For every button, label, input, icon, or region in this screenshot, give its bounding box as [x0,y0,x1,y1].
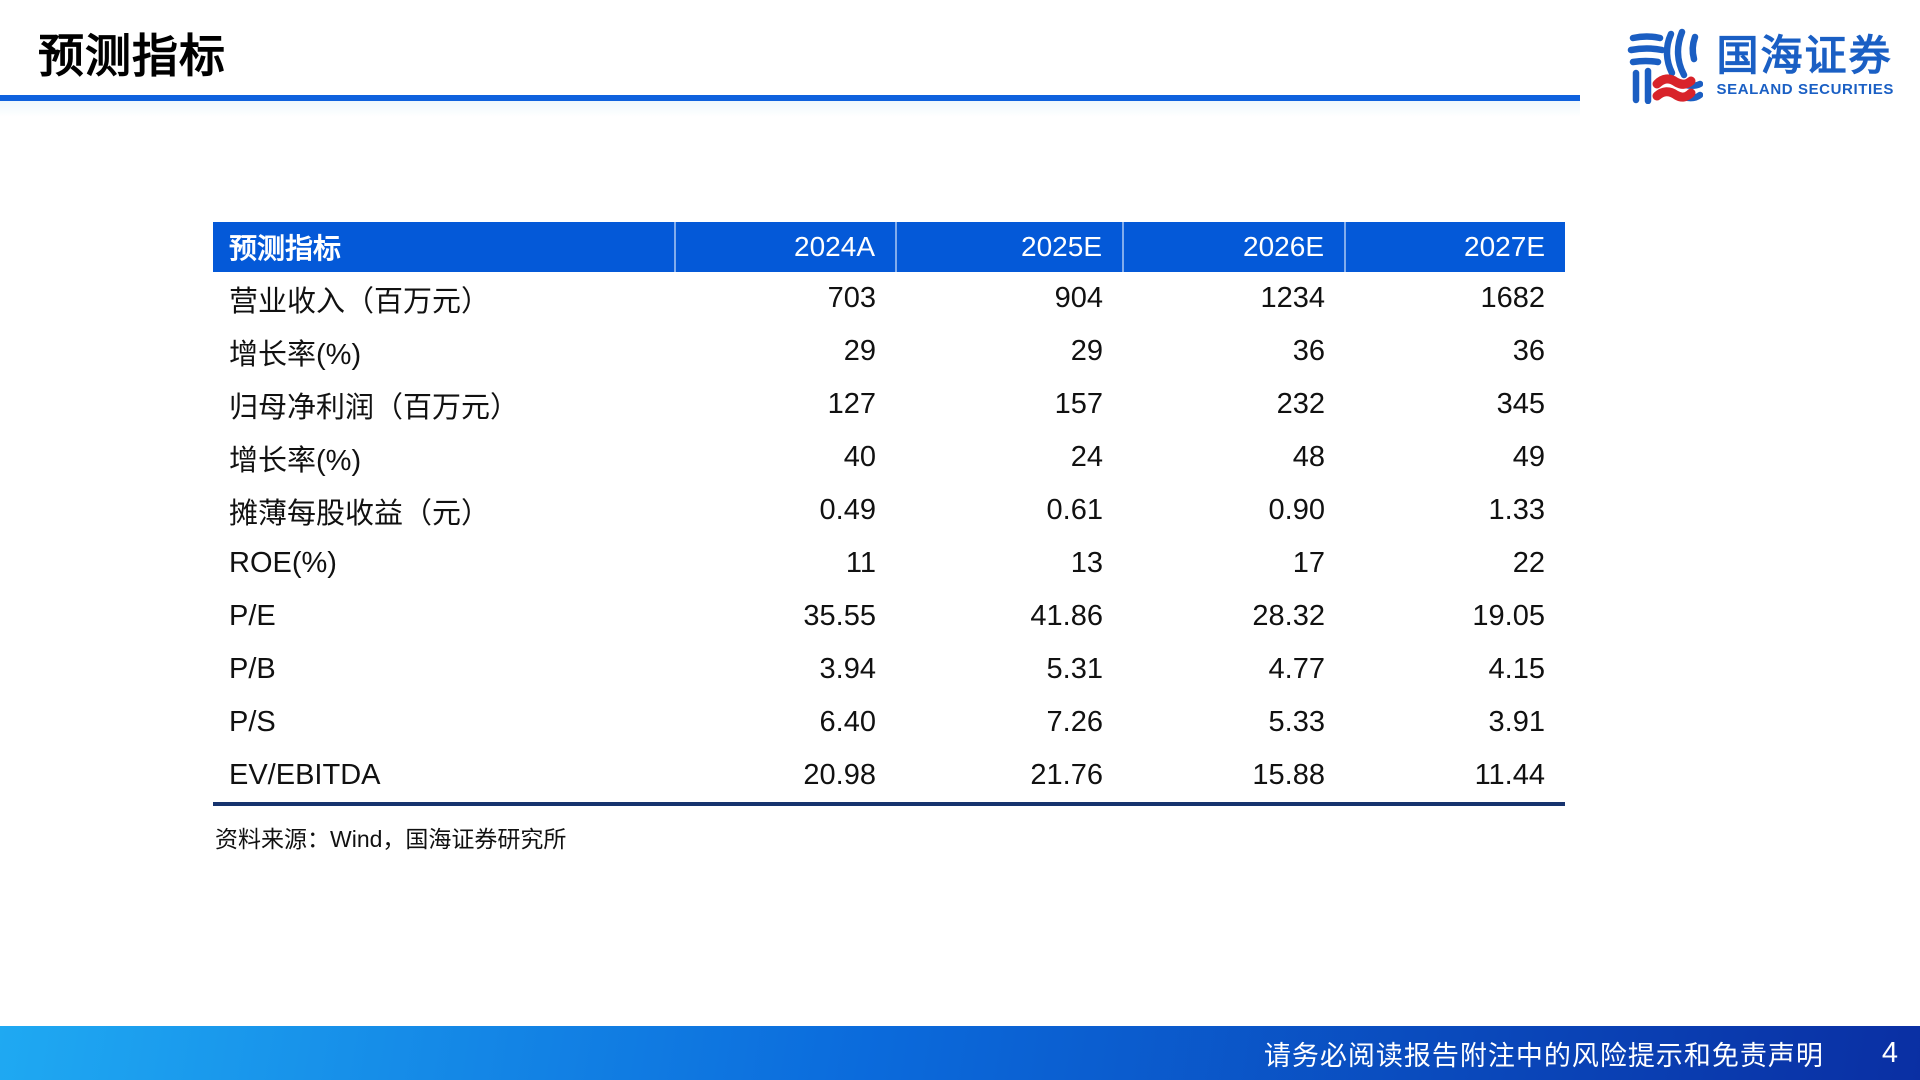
row-label-cell: P/B [229,653,276,685]
value-cell: 24 [1070,441,1103,473]
value-cell: 11.44 [1474,759,1545,791]
value-cell: 29 [1070,335,1103,367]
column-header: 2026E [1122,222,1345,272]
row-label-cell: 增长率(%) [229,444,362,477]
value-cell: 904 [1054,282,1103,314]
value-cell: 21.76 [1030,759,1103,791]
value-cell: 13 [1070,547,1103,579]
value-cell: 127 [827,388,876,420]
value-cell: 345 [1496,388,1545,420]
logo-name-en: SEALAND SECURITIES [1716,80,1894,98]
value-cell: 28.32 [1252,600,1325,632]
footer-disclaimer: 请务必阅读报告附注中的风险提示和免责声明 [1263,1040,1824,1071]
page-number: 4 [1881,1036,1898,1069]
row-label-cell: 归母净利润（百万元） [229,391,520,424]
value-cell: 6.40 [819,706,876,738]
row-label-cell: 营业收入（百万元） [229,285,491,318]
value-cell: 3.94 [819,653,876,685]
table-row: 摊薄每股收益（元） 0.49 0.61 0.90 1.33 [213,484,1565,537]
value-cell: 17 [1292,547,1325,579]
sealand-logo: 国海证券 SEALAND SECURITIES [1627,28,1895,104]
forecast-table-wrap: 预测指标 2024A 2025E 2026E 2027E 营业收入（百万元） 703 904… [213,222,1565,806]
column-header: 2024A [674,222,896,272]
logo-name-cn: 国海证券 [1716,32,1893,80]
value-cell: 232 [1276,388,1325,420]
value-cell: 36 [1292,335,1325,367]
value-cell: 5.31 [1046,653,1103,685]
value-cell: 22 [1512,547,1545,579]
value-cell: 703 [827,282,876,314]
value-cell: 4.77 [1268,653,1325,685]
value-cell: 48 [1292,441,1325,473]
value-cell: 49 [1512,441,1545,473]
row-label-cell: 摊薄每股收益（元） [229,497,491,530]
table-row: 增长率(%) 40 24 48 49 [213,431,1565,484]
value-cell: 3.91 [1488,706,1545,738]
table-row: 归母净利润（百万元） 127 157 232 345 [213,378,1565,431]
value-cell: 1234 [1260,282,1325,314]
value-cell: 0.61 [1046,494,1103,526]
column-header: 预测指标 [213,222,675,272]
value-cell: 36 [1512,335,1545,367]
value-cell: 7.26 [1046,706,1103,738]
value-cell: 29 [843,335,876,367]
table-row: P/E 35.55 41.86 28.32 19.05 [213,590,1565,643]
table-row: 营业收入（百万元） 703 904 1234 1682 [213,272,1565,325]
row-label-cell: ROE(%) [229,547,337,579]
title-underline [0,95,1580,101]
value-cell: 11 [845,547,876,579]
value-cell: 1682 [1480,282,1545,314]
table-header-row: 预测指标 2024A 2025E 2026E 2027E [213,222,1565,272]
value-cell: 5.33 [1268,706,1325,738]
table-row: 增长率(%) 29 29 36 36 [213,325,1565,378]
table-row: ROE(%) 11 13 17 22 [213,537,1565,590]
table-row: P/S 6.40 7.26 5.33 3.91 [213,696,1565,749]
value-cell: 35.55 [803,600,876,632]
value-cell: 157 [1054,388,1103,420]
value-cell: 1.33 [1488,494,1545,526]
footer-bar: 请务必阅读报告附注中的风险提示和免责声明 4 [0,1026,1920,1080]
title-underline-glow [0,101,1580,117]
value-cell: 40 [843,441,876,473]
table-row: EV/EBITDA 20.98 21.76 15.88 11.44 [213,749,1565,802]
value-cell: 15.88 [1252,759,1325,791]
page-title: 预测指标 [38,30,226,82]
row-label-cell: 增长率(%) [229,338,362,371]
row-label-cell: P/S [229,706,276,738]
table-row: P/B 3.94 5.31 4.77 4.15 [213,643,1565,696]
value-cell: 4.15 [1488,653,1545,685]
value-cell: 19.05 [1472,600,1545,632]
row-label-cell: EV/EBITDA [229,759,381,791]
column-header: 2027E [1344,222,1565,272]
source-note: 资料来源：Wind，国海证券研究所 [215,826,567,852]
sealand-logo-icon [1627,28,1703,104]
sealand-logo-text: 国海证券 SEALAND SECURITIES [1716,32,1895,98]
value-cell: 20.98 [803,759,876,791]
forecast-table: 预测指标 2024A 2025E 2026E 2027E 营业收入（百万元） 703 904… [213,222,1565,802]
column-header: 2025E [895,222,1123,272]
row-label-cell: P/E [229,600,276,632]
value-cell: 0.49 [819,494,876,526]
value-cell: 0.90 [1268,494,1325,526]
value-cell: 41.86 [1030,600,1103,632]
